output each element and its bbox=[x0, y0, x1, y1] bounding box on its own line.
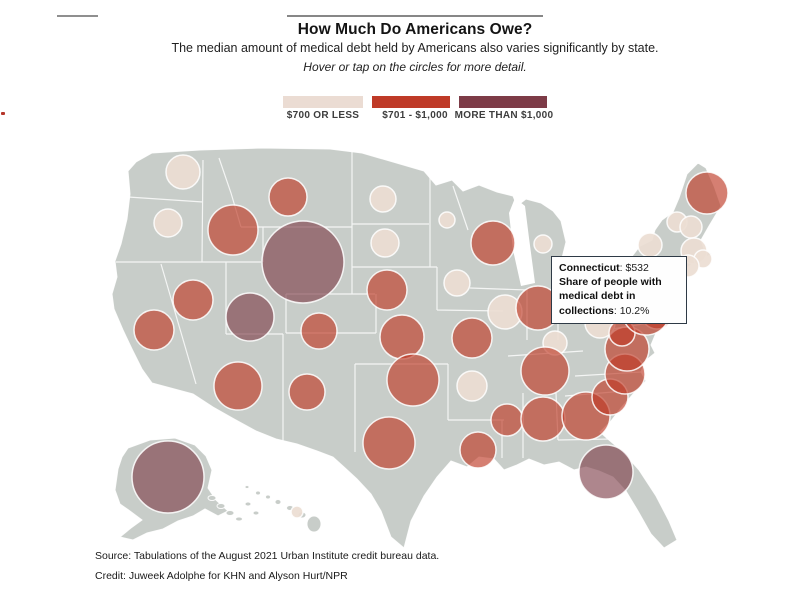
state-circle-montana[interactable] bbox=[268, 177, 308, 217]
state-circle-wyoming[interactable] bbox=[261, 220, 345, 304]
tooltip-state-value: : $532 bbox=[619, 262, 649, 274]
state-tooltip: Connecticut: $532 Share of people with m… bbox=[551, 256, 687, 324]
legend-label-low: $700 OR LESS bbox=[286, 110, 360, 121]
state-circle-alabama[interactable] bbox=[520, 396, 566, 442]
state-circle-south-dakota[interactable] bbox=[370, 228, 400, 258]
interaction-hint: Hover or tap on the circles for more det… bbox=[303, 60, 527, 74]
credit-note: Credit: Juweek Adolphe for KHN and Alyso… bbox=[95, 570, 348, 582]
tooltip-share-line: Share of people with medical debt in col… bbox=[559, 275, 679, 318]
state-circle-wisconsin[interactable] bbox=[470, 220, 516, 266]
state-circle-mississippi[interactable] bbox=[490, 403, 524, 437]
state-circle-idaho[interactable] bbox=[207, 204, 259, 256]
state-circle-hawaii[interactable] bbox=[290, 505, 304, 519]
state-circle-washington[interactable] bbox=[165, 154, 201, 190]
state-circle-texas[interactable] bbox=[362, 416, 416, 470]
state-circle-florida[interactable] bbox=[578, 444, 634, 500]
state-circle-oregon[interactable] bbox=[153, 208, 183, 238]
legend-swatch-low bbox=[283, 96, 363, 108]
state-circle-new-mexico[interactable] bbox=[288, 373, 326, 411]
state-circle-north-dakota[interactable] bbox=[369, 185, 397, 213]
legend-label-mid: $701 - $1,000 bbox=[382, 110, 448, 121]
alaska-islands bbox=[207, 495, 260, 522]
state-circle-colorado[interactable] bbox=[300, 312, 338, 350]
state-circle-california[interactable] bbox=[133, 309, 175, 351]
tooltip-share-value: : 10.2% bbox=[613, 304, 650, 317]
state-circle-tennessee[interactable] bbox=[520, 346, 570, 396]
state-circle-missouri[interactable] bbox=[451, 317, 493, 359]
title-rule bbox=[287, 15, 543, 17]
state-circle-maine[interactable] bbox=[685, 171, 729, 215]
legend-swatch-high bbox=[459, 96, 547, 108]
tooltip-state-name: Connecticut bbox=[559, 262, 620, 274]
state-circle-louisiana[interactable] bbox=[459, 431, 497, 469]
state-circle-michigan[interactable] bbox=[533, 234, 553, 254]
page-title: How Much Do Americans Owe? bbox=[297, 21, 533, 38]
state-circle-minnesota[interactable] bbox=[438, 211, 456, 229]
state-circle-kansas[interactable] bbox=[379, 314, 425, 360]
hawaii-islands bbox=[244, 485, 322, 533]
page-subtitle: The median amount of medical debt held b… bbox=[171, 41, 659, 55]
state-circles-layer bbox=[131, 154, 729, 519]
legend-label-high: MORE THAN $1,000 bbox=[454, 110, 554, 121]
state-circle-new-hampshire[interactable] bbox=[679, 215, 703, 239]
tooltip-state-line: Connecticut: $532 bbox=[559, 261, 679, 275]
stray-rule-fragment bbox=[57, 15, 98, 17]
legend-swatch-mid bbox=[372, 96, 450, 108]
state-circle-iowa[interactable] bbox=[443, 269, 471, 297]
state-circle-nevada[interactable] bbox=[172, 279, 214, 321]
state-circle-arkansas[interactable] bbox=[456, 370, 488, 402]
state-circle-oklahoma[interactable] bbox=[386, 353, 440, 407]
state-circle-new-york[interactable] bbox=[637, 232, 663, 258]
state-circle-arizona[interactable] bbox=[213, 361, 263, 411]
lake-michigan-shape bbox=[509, 198, 535, 286]
source-note: Source: Tabulations of the August 2021 U… bbox=[95, 550, 440, 562]
stray-marker bbox=[1, 112, 5, 115]
state-circle-alaska[interactable] bbox=[131, 440, 205, 514]
state-circle-utah[interactable] bbox=[225, 292, 275, 342]
tooltip-share-label: Share of people with medical debt in col… bbox=[559, 276, 662, 317]
state-circle-nebraska[interactable] bbox=[366, 269, 408, 311]
